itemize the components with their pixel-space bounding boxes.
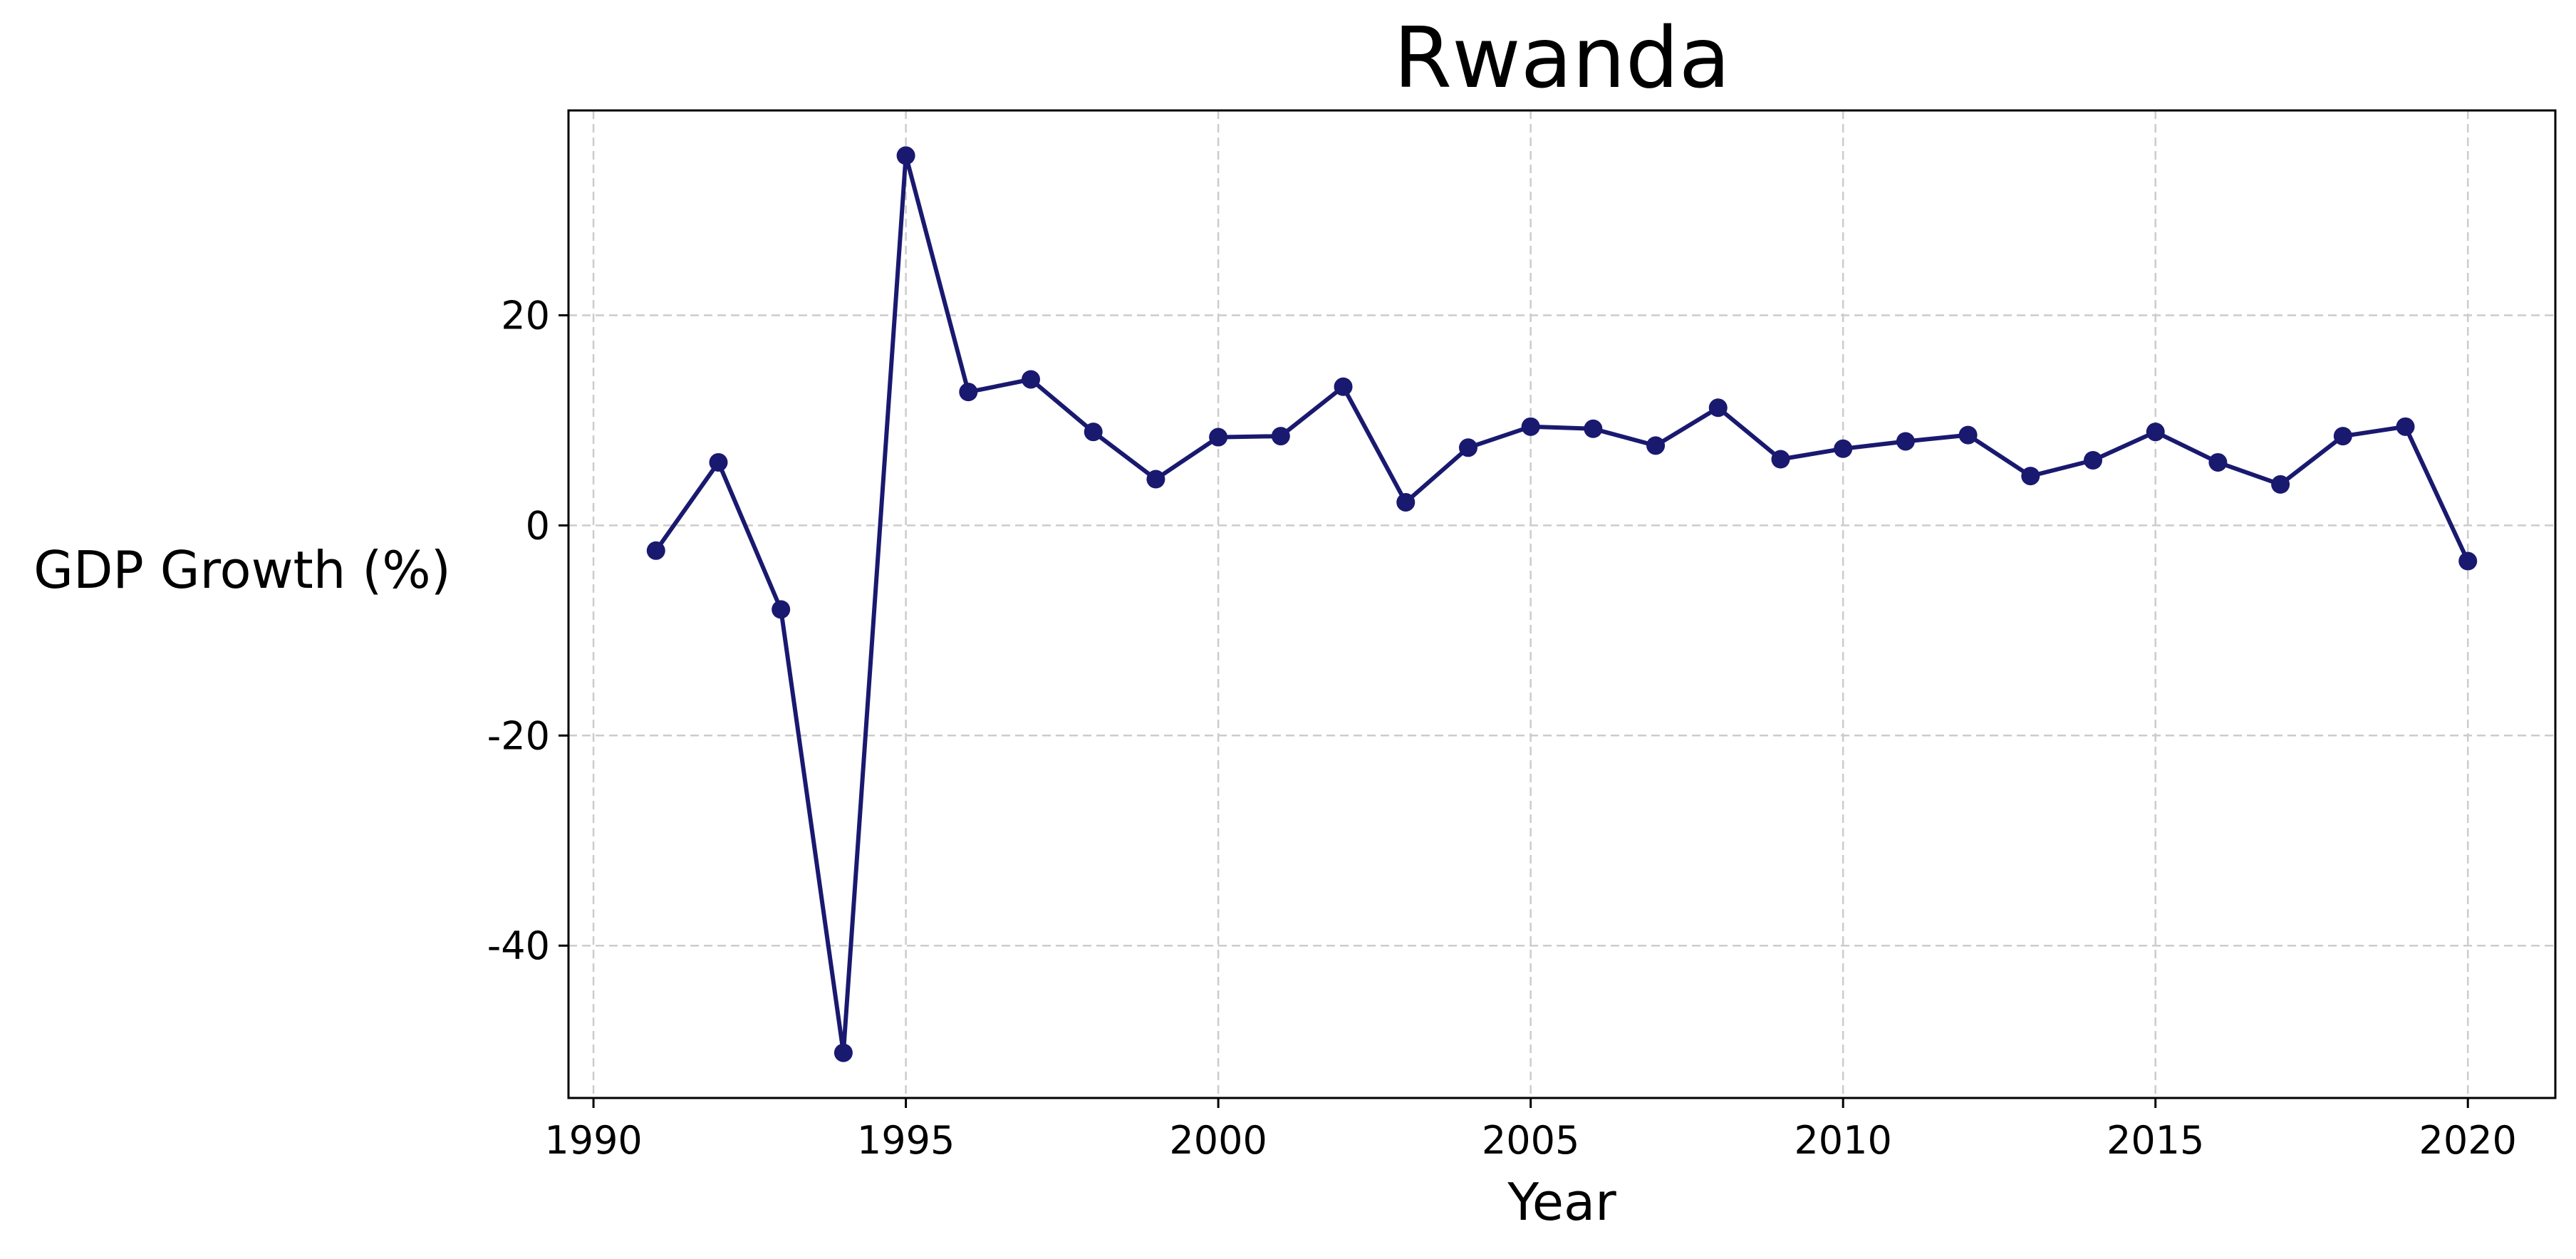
x-tick-label: 2000 bbox=[1169, 1118, 1267, 1163]
data-point bbox=[1022, 370, 1041, 389]
data-point bbox=[772, 600, 791, 619]
x-tick-label: 1990 bbox=[544, 1118, 642, 1163]
data-point bbox=[1209, 428, 1228, 447]
data-point bbox=[709, 452, 728, 472]
data-point bbox=[959, 383, 978, 402]
axis-ticks: 1990 1995 2000 2005 2010 2015 2020 -40 -20 0 20 bbox=[487, 294, 2517, 1163]
data-point bbox=[1458, 438, 1477, 457]
data-point bbox=[1271, 427, 1290, 446]
x-tick-label: 2010 bbox=[1794, 1118, 1891, 1163]
data-point bbox=[2271, 475, 2290, 494]
data-point bbox=[1708, 398, 1728, 418]
data-point bbox=[2458, 551, 2478, 571]
data-point bbox=[1646, 436, 1666, 455]
x-tick-label: 2005 bbox=[1482, 1118, 1579, 1163]
y-tick-label: 0 bbox=[526, 503, 550, 548]
data-point bbox=[1396, 492, 1416, 512]
y-tick-label: -40 bbox=[487, 923, 550, 968]
grid-lines bbox=[568, 110, 2555, 1098]
data-point bbox=[1896, 432, 1915, 451]
data-point bbox=[2208, 452, 2228, 472]
plot-area-frame bbox=[567, 109, 2557, 1099]
data-point bbox=[1584, 419, 1603, 438]
data-point bbox=[2021, 467, 2040, 486]
data-point bbox=[896, 146, 915, 165]
data-point bbox=[1146, 470, 1165, 489]
data-point bbox=[2333, 427, 2352, 446]
y-axis-label: GDP Growth (%) bbox=[33, 540, 451, 600]
data-point bbox=[646, 541, 665, 560]
x-tick-label: 2015 bbox=[2107, 1118, 2204, 1163]
series-line bbox=[654, 153, 2470, 1055]
x-tick-label: 1995 bbox=[857, 1118, 955, 1163]
data-point bbox=[1334, 377, 1353, 396]
data-point bbox=[1958, 425, 1978, 445]
data-point bbox=[2083, 450, 2102, 470]
y-tick-label: 20 bbox=[501, 294, 550, 338]
y-tick-label: -20 bbox=[487, 713, 550, 758]
series-layer bbox=[646, 146, 2478, 1062]
x-tick-label: 2020 bbox=[2419, 1118, 2516, 1163]
data-point bbox=[1084, 423, 1103, 442]
data-point bbox=[833, 1043, 853, 1062]
data-point bbox=[1521, 417, 1540, 436]
data-point bbox=[2396, 417, 2415, 436]
data-point bbox=[2146, 423, 2165, 442]
data-point bbox=[1771, 450, 1790, 469]
x-axis-label: Year bbox=[1507, 1172, 1616, 1232]
data-point bbox=[1834, 439, 1853, 458]
chart-title: Rwanda bbox=[1393, 9, 1730, 107]
